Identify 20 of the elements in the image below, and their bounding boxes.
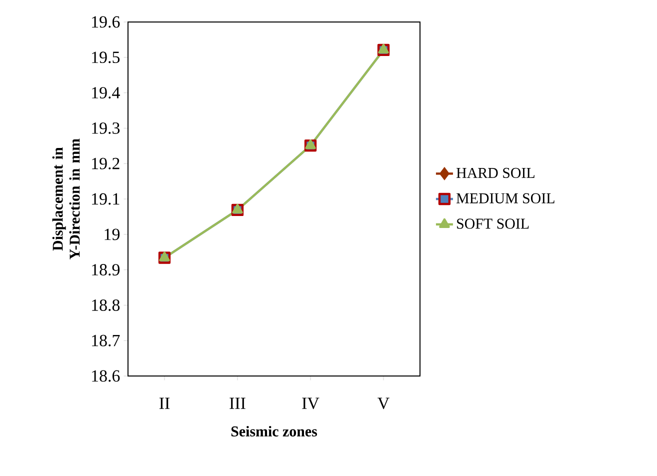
- y-tick-label: 19.1: [92, 193, 120, 205]
- y-tick-label: 19: [104, 228, 120, 240]
- y-tick-label: 18.7: [92, 334, 120, 346]
- x-tick-label: III: [230, 398, 246, 409]
- y-tick-label: 19.6: [92, 16, 120, 28]
- y-tick-label: 19.4: [92, 87, 120, 99]
- legend-label: MEDIUM SOIL: [456, 193, 554, 204]
- x-axis-title: Seismic zones: [231, 426, 318, 436]
- y-tick-label: 19.5: [92, 52, 120, 64]
- legend-label: SOFT SOIL: [457, 218, 529, 229]
- y-tick-label: 18.9: [92, 264, 120, 276]
- x-tick-label: II: [159, 398, 170, 409]
- x-tick-label: IV: [302, 398, 320, 410]
- x-tick-label: V: [378, 398, 390, 410]
- y-axis-title: Displacement in Y-Direction in mm: [52, 138, 80, 260]
- y-tick-label: 18.6: [92, 370, 120, 382]
- y-tick-label: 18.8: [92, 299, 120, 311]
- legend-label: HARD SOIL: [456, 168, 534, 178]
- y-tick-label: 19.2: [92, 158, 120, 170]
- y-tick-label: 19.3: [92, 122, 120, 134]
